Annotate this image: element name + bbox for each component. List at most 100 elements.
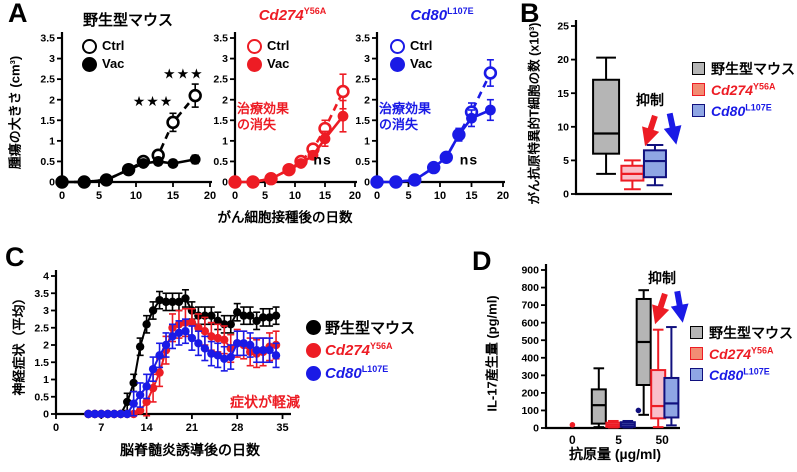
cd80-swatch-icon bbox=[692, 104, 705, 117]
svg-text:600: 600 bbox=[521, 317, 539, 329]
a2-legend-ctrl: Ctrl bbox=[267, 38, 290, 53]
d-suppression-arrow-blue-icon bbox=[670, 290, 689, 323]
svg-text:28: 28 bbox=[231, 422, 243, 434]
d-y-axis-label: IL-17産生量 (pg/ml) bbox=[484, 295, 500, 412]
wt-swatch-icon bbox=[690, 326, 703, 339]
svg-text:0.5: 0.5 bbox=[34, 391, 49, 403]
cd80-swatch-icon bbox=[690, 368, 703, 381]
svg-text:1.5: 1.5 bbox=[355, 115, 370, 127]
cd80-dot-icon bbox=[306, 366, 321, 381]
panel-a-label: A bbox=[8, 0, 28, 28]
svg-text:0: 0 bbox=[232, 190, 238, 202]
svg-text:20: 20 bbox=[349, 190, 361, 202]
b-suppression-arrow-red-icon bbox=[642, 114, 660, 147]
svg-text:14: 14 bbox=[140, 422, 153, 434]
svg-text:0: 0 bbox=[569, 433, 576, 447]
wt-swatch-icon bbox=[692, 62, 705, 75]
svg-text:0: 0 bbox=[49, 177, 55, 189]
svg-text:3: 3 bbox=[222, 53, 228, 65]
svg-text:100: 100 bbox=[521, 405, 539, 417]
gene-cd80: Cd80L107E bbox=[325, 364, 389, 383]
svg-text:0.5: 0.5 bbox=[40, 156, 55, 168]
svg-text:0: 0 bbox=[533, 423, 539, 435]
gene-cd274: Cd274Y56A bbox=[258, 6, 327, 25]
svg-text:★★★: ★★★ bbox=[133, 93, 174, 109]
gene-cd274: Cd274Y56A bbox=[709, 344, 774, 362]
c-legend-wt: 野生型マウス bbox=[325, 320, 416, 337]
svg-text:3.5: 3.5 bbox=[34, 288, 49, 300]
svg-text:ns: ns bbox=[313, 152, 331, 168]
svg-text:5: 5 bbox=[615, 433, 622, 447]
b-legend-wt: 野生型マウス bbox=[711, 60, 795, 77]
b-suppression-label: 抑制 bbox=[636, 92, 664, 108]
svg-text:0: 0 bbox=[59, 190, 65, 202]
svg-text:10: 10 bbox=[557, 121, 569, 133]
svg-text:0: 0 bbox=[53, 422, 59, 434]
svg-text:20: 20 bbox=[497, 190, 509, 202]
svg-text:20: 20 bbox=[557, 54, 569, 66]
a2-legend-vac: Vac bbox=[267, 56, 290, 71]
a-y-axis-label: 腫瘍の大きさ (cm³) bbox=[7, 55, 23, 170]
b-suppression-arrow-blue-icon bbox=[663, 112, 682, 145]
svg-text:3.5: 3.5 bbox=[355, 33, 370, 45]
d-suppression-label: 抑制 bbox=[648, 270, 676, 286]
c-reduced-note: 症状が軽減 bbox=[230, 394, 300, 410]
gene-cd274: Cd274Y56A bbox=[325, 341, 393, 360]
b-legend: 野生型マウス Cd274Y56A Cd80L107E bbox=[692, 58, 795, 121]
vac-filled-circle-icon bbox=[247, 56, 262, 72]
c-x-axis-label: 脳脊髄炎誘導後の日数 bbox=[120, 442, 260, 458]
d-legend-wt: 野生型マウス bbox=[709, 324, 793, 341]
a1-legend-vac: Vac bbox=[102, 56, 125, 71]
panel-c-label: C bbox=[5, 242, 25, 272]
svg-text:300: 300 bbox=[521, 370, 539, 382]
svg-text:0: 0 bbox=[364, 177, 370, 189]
d-suppression-arrow-red-icon bbox=[652, 292, 670, 325]
svg-text:5: 5 bbox=[405, 190, 411, 202]
svg-text:4: 4 bbox=[43, 271, 49, 283]
a3-loss-note: 治療効果 の消失 bbox=[379, 101, 432, 132]
svg-text:500: 500 bbox=[521, 335, 539, 347]
svg-text:10: 10 bbox=[289, 190, 301, 202]
a3-legend-ctrl: Ctrl bbox=[410, 38, 433, 53]
panel-b-label: B bbox=[520, 0, 540, 28]
svg-text:1: 1 bbox=[364, 135, 370, 147]
svg-text:21: 21 bbox=[186, 422, 198, 434]
chart-a3-tumor-cd80: 0 0.5 1 1.5 2 2.5 3 3.5 0 5 10 15 20 ns bbox=[355, 32, 509, 202]
a-x-axis-label: がん細胞接種後の日数 bbox=[217, 210, 353, 225]
gene-cd80: Cd80L107E bbox=[711, 101, 772, 119]
svg-text:2: 2 bbox=[49, 94, 55, 106]
a3-legend: Ctrl Vac bbox=[390, 37, 432, 73]
svg-text:900: 900 bbox=[521, 265, 539, 277]
gene-cd80: Cd80L107E bbox=[410, 6, 474, 25]
wt-dot-icon bbox=[306, 320, 321, 335]
svg-text:15: 15 bbox=[167, 190, 179, 202]
svg-text:1: 1 bbox=[43, 374, 49, 386]
a1-legend: Ctrl Vac bbox=[82, 37, 124, 73]
svg-text:0: 0 bbox=[222, 177, 228, 189]
svg-text:1: 1 bbox=[49, 135, 55, 147]
svg-text:3: 3 bbox=[43, 305, 49, 317]
svg-text:50: 50 bbox=[655, 433, 669, 447]
svg-text:35: 35 bbox=[276, 422, 288, 434]
svg-text:2.5: 2.5 bbox=[34, 322, 49, 334]
svg-text:5: 5 bbox=[262, 190, 268, 202]
svg-text:ns: ns bbox=[460, 152, 478, 168]
svg-text:15: 15 bbox=[319, 190, 331, 202]
svg-text:5: 5 bbox=[563, 155, 569, 167]
svg-text:1: 1 bbox=[222, 135, 228, 147]
svg-text:2.5: 2.5 bbox=[213, 74, 228, 86]
a3-legend-vac: Vac bbox=[410, 56, 433, 71]
svg-text:0: 0 bbox=[43, 409, 49, 421]
svg-text:0.5: 0.5 bbox=[213, 156, 228, 168]
ctrl-open-circle-icon bbox=[82, 38, 97, 54]
svg-text:3: 3 bbox=[49, 53, 55, 65]
svg-text:10: 10 bbox=[434, 190, 446, 202]
svg-text:0: 0 bbox=[374, 190, 380, 202]
svg-text:15: 15 bbox=[557, 88, 569, 100]
chart-a1-tumor-wt: 0 0.5 1 1.5 2 2.5 3 3.5 0 5 10 15 20 ★★★ ★★★ bbox=[40, 32, 216, 202]
a2-legend: Ctrl Vac bbox=[247, 37, 289, 73]
vac-filled-circle-icon bbox=[82, 56, 97, 72]
svg-text:2: 2 bbox=[43, 340, 49, 352]
svg-text:3.5: 3.5 bbox=[213, 33, 228, 45]
a2-loss-note: 治療効果 の消失 bbox=[237, 101, 290, 132]
